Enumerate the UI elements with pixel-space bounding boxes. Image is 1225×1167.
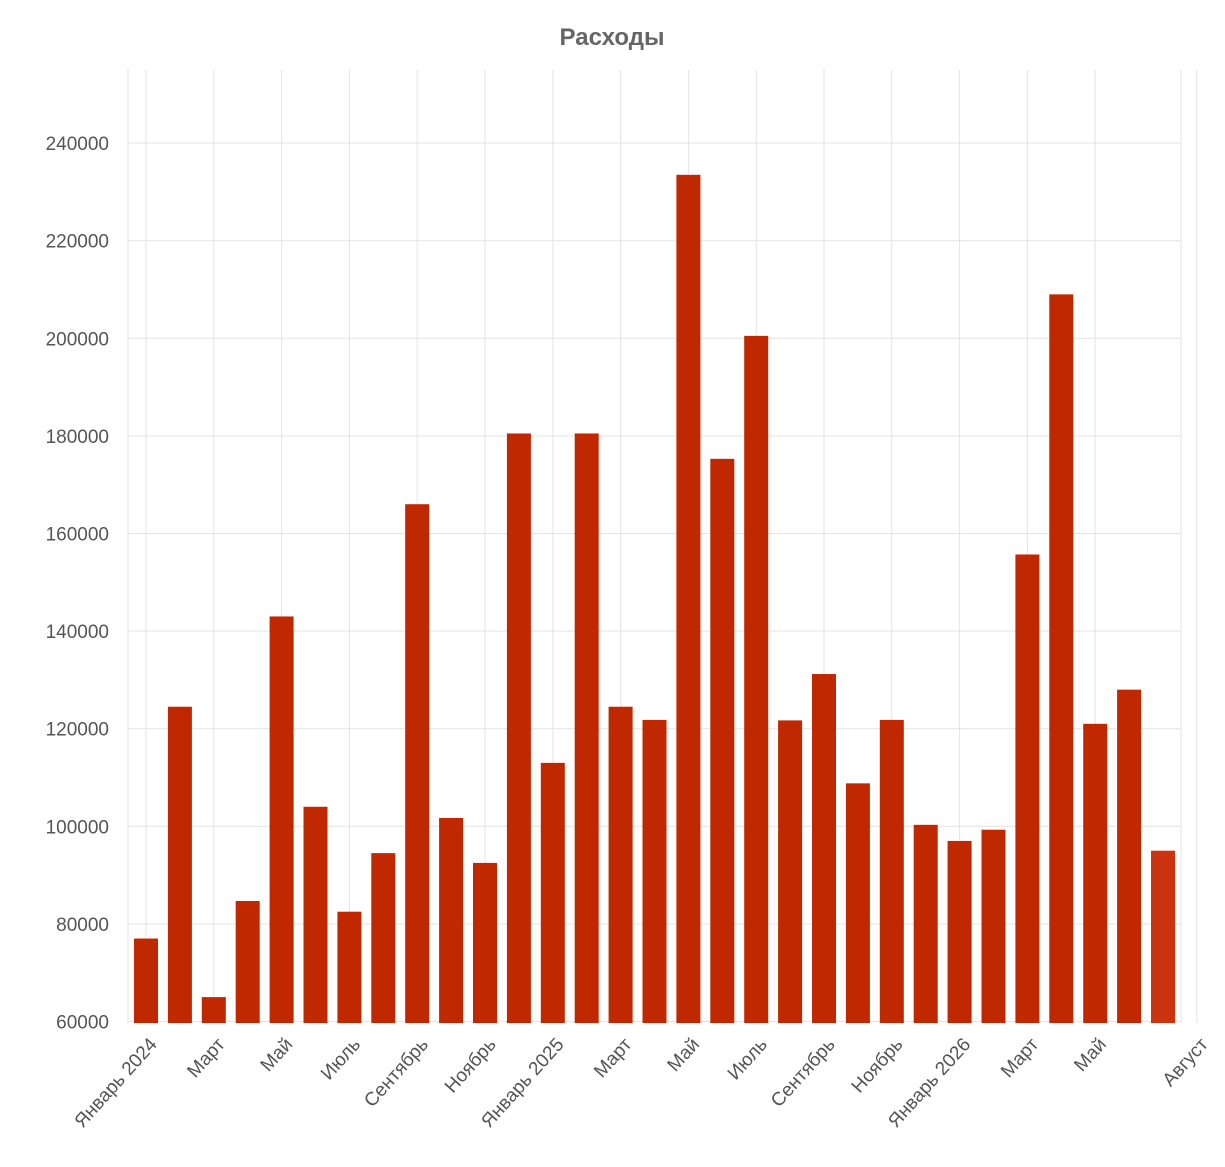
bars-layer: Январь 2024: 77000 Февраль: 124500 Март: 6… [134,174,1175,1024]
x-tick-label: Август [1159,1034,1213,1091]
bar-20[interactable]: Сентябрь: 131200 [812,674,836,1023]
bar-17[interactable]: Июнь: 175300 [710,458,735,1023]
bar-7[interactable]: Август: 94500 [371,853,396,1023]
bar-24[interactable]: Январь 2026: 97000 [947,840,972,1023]
x-tick-label: Январь 2024 [71,1034,162,1132]
y-tick-label: 240000 [46,134,109,155]
y-tick-label: 60000 [56,1013,109,1034]
bar-11[interactable]: Декабрь: 180500 [506,433,531,1024]
bar-1[interactable]: Февраль: 124500 [167,706,192,1023]
y-tick-label: 140000 [46,622,109,643]
bar-29[interactable]: Июнь: 128000 [1117,689,1142,1023]
x-tick-label: Май [1070,1034,1111,1076]
x-tick-label: Май [257,1034,298,1076]
y-tick-label: 120000 [46,720,109,741]
bar-10[interactable]: Ноябрь: 92500 [473,862,497,1023]
bar-19[interactable]: Август: 121700 [778,720,803,1023]
y-tick-label: 200000 [46,329,109,350]
x-tick-label: Май [664,1034,705,1076]
x-tick-label: Март [183,1034,229,1082]
bar-6[interactable]: Июль: 82500 [337,911,362,1023]
bar-3[interactable]: Апрель: 84700 [235,900,260,1023]
x-tick-label: Ноябрь [441,1034,501,1097]
bar-13[interactable]: Февраль: 180500 [574,433,599,1024]
bar-5[interactable]: Июнь: 104000 [303,806,328,1023]
bar-8[interactable]: Сентябрь: 166000 [405,504,430,1024]
x-tick-label: Сентябрь [360,1034,433,1111]
y-tick-label: 100000 [46,817,109,838]
y-tick-label: 80000 [56,915,109,936]
bar-21[interactable]: Октябрь: 108800 [845,783,870,1023]
chart-title: Расходы [560,24,665,51]
bar-27[interactable]: Апрель: 209000 [1049,294,1074,1023]
bar-26[interactable]: Март: 155700 [1015,554,1040,1023]
bar-9[interactable]: Октябрь: 101700 [439,818,464,1023]
bar-28[interactable]: Май: 121000 [1083,723,1108,1023]
y-axis: 60000 80000 100000 120000 140000 160000 180000… [46,134,109,1033]
bar-16[interactable]: Май: 233500 [676,174,701,1023]
y-tick-label: 220000 [46,232,109,253]
bar-30[interactable]: Июль: 95000 [1151,850,1175,1023]
bar-12[interactable]: Январь 2025: 113000 [540,762,565,1023]
bar-23[interactable]: Декабрь: 100300 [913,824,938,1023]
bar-25[interactable]: Февраль: 99300 [981,829,1006,1023]
bar-4[interactable]: Май: 143000 [269,616,294,1023]
x-tick-label: Ноябрь [848,1034,908,1097]
x-tick-label: Июль [724,1034,772,1084]
y-tick-label: 180000 [46,427,109,448]
bar-2[interactable]: Март: 65000 [201,997,226,1023]
x-tick-label: Март [997,1034,1043,1082]
x-tick-label: Июль [317,1034,365,1084]
bar-22[interactable]: Ноябрь: 121800 [879,719,904,1023]
y-tick-label: 160000 [46,525,109,546]
bar-18[interactable]: Июль: 200500 [744,335,769,1023]
bar-14[interactable]: Март: 124500 [608,706,633,1023]
x-tick-label: Март [590,1034,636,1082]
bar-15[interactable]: Апрель: 121800 [642,719,667,1023]
bar-0[interactable]: Январь 2024: 77000 [134,938,158,1023]
x-tick-label: Сентябрь [767,1034,840,1111]
